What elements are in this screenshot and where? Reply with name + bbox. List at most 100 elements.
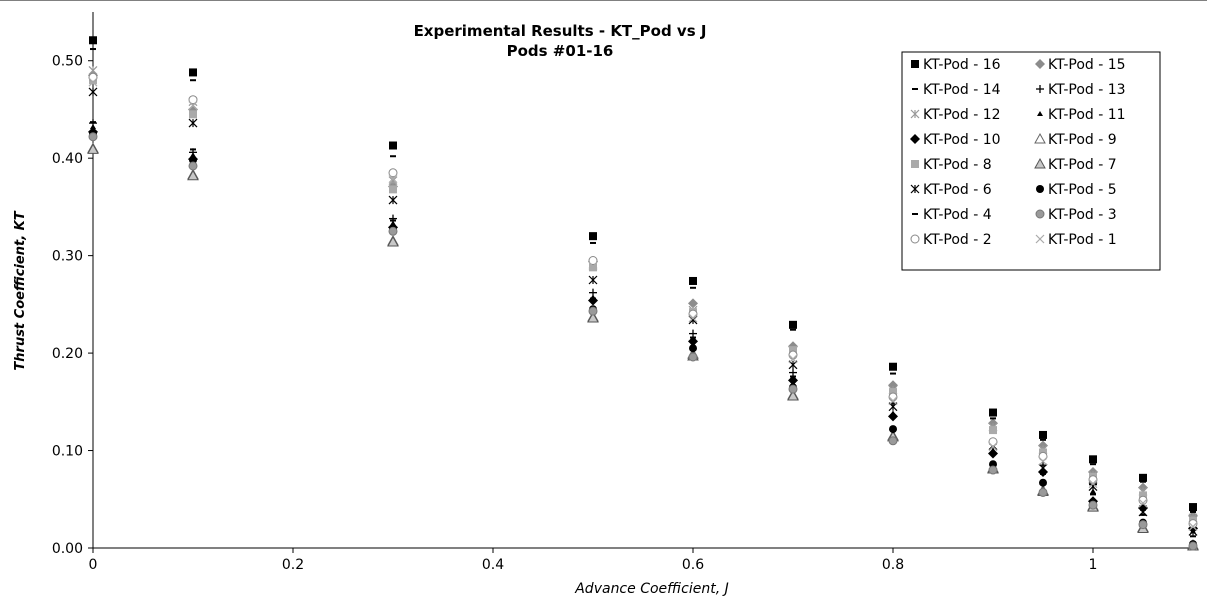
data-point (789, 346, 797, 355)
data-point (988, 442, 998, 452)
data-point (1090, 488, 1096, 494)
data-point (588, 306, 598, 316)
legend-item: KT-Pod - 11 (1037, 107, 1126, 123)
legend-item: KT-Pod - 6 (910, 182, 992, 198)
y-tick-label: 0.50 (52, 54, 83, 70)
data-point (188, 118, 198, 128)
data-point (189, 68, 197, 77)
legend-marker (910, 109, 920, 119)
data-point (188, 101, 198, 110)
legend-label: KT-Pod - 13 (1048, 82, 1126, 98)
data-point (1038, 456, 1048, 466)
data-point (889, 388, 897, 397)
data-point (788, 350, 798, 360)
series-14 (88, 132, 1198, 551)
data-point (188, 95, 198, 105)
legend-item: KT-Pod - 3 (1035, 207, 1117, 223)
y-tick-label: 0.10 (52, 444, 83, 460)
series-3 (90, 48, 1196, 513)
legend: KT-Pod - 16 KT-Pod - 15 KT-Pod - 14 KT-Pod … (901, 51, 1161, 271)
series-16 (88, 77, 1198, 531)
data-point (389, 141, 397, 150)
data-point (90, 123, 96, 129)
data-point (689, 329, 697, 338)
legend-label: KT-Pod - 11 (1048, 107, 1126, 123)
data-point (1039, 478, 1047, 487)
data-point (388, 226, 398, 236)
legend-label: KT-Pod - 7 (1048, 157, 1117, 173)
data-point (1188, 519, 1198, 529)
chart-title: Experimental Results - KT_Pod vs J (414, 22, 707, 40)
data-point (788, 375, 798, 386)
data-point (1088, 479, 1098, 489)
data-point (688, 336, 698, 347)
data-point (787, 389, 799, 401)
y-tick-label: 0.00 (52, 541, 83, 557)
series-13 (90, 121, 1196, 538)
legend-label: KT-Pod - 16 (923, 57, 1001, 73)
x-tick-label: 0.2 (282, 557, 304, 573)
data-point (1088, 475, 1098, 485)
data-point (388, 195, 398, 205)
data-point (1189, 503, 1197, 512)
data-point (589, 232, 597, 241)
data-point (1138, 498, 1148, 508)
data-point (688, 313, 698, 323)
legend-marker (1034, 132, 1046, 144)
data-point (989, 426, 997, 435)
legend-item: KT-Pod - 9 (1034, 132, 1117, 148)
chart-subtitle: Pods #01-16 (507, 42, 614, 60)
data-point (889, 362, 897, 371)
data-point (1138, 520, 1148, 530)
legend-item: KT-Pod - 15 (1035, 57, 1126, 73)
data-point (688, 298, 698, 309)
data-point (988, 437, 998, 447)
legend-item: KT-Pod - 5 (1036, 182, 1117, 198)
data-point (88, 77, 98, 87)
data-point (187, 169, 199, 181)
y-axis-label: Thrust Coefficient, KT (13, 210, 28, 370)
data-point (1188, 522, 1198, 531)
data-point (1038, 487, 1048, 497)
legend-item: KT-Pod - 2 (910, 232, 992, 248)
legend-label: KT-Pod - 6 (923, 182, 992, 198)
data-point (1038, 463, 1048, 473)
data-point (387, 235, 399, 247)
legend-item: KT-Pod - 16 (911, 57, 1001, 73)
data-point (689, 276, 697, 285)
y-axis-ticks: 0.00 0.10 0.20 0.30 0.40 0.50 (52, 54, 93, 557)
x-tick-label: 0.8 (882, 557, 904, 573)
legend-label: KT-Pod - 1 (1048, 232, 1117, 248)
data-point (789, 368, 797, 377)
data-point (388, 168, 398, 178)
legend-item: KT-Pod - 12 (910, 107, 1001, 123)
legend-label: KT-Pod - 4 (923, 207, 992, 223)
legend-marker (910, 134, 920, 144)
data-point (89, 36, 97, 45)
y-tick-label: 0.40 (52, 151, 83, 167)
data-points (87, 36, 1199, 551)
y-tick-label: 0.30 (52, 249, 83, 265)
legend-item: KT-Pod - 13 (1036, 82, 1126, 98)
legend-label: KT-Pod - 8 (923, 157, 992, 173)
data-point (788, 354, 798, 364)
data-point (1038, 451, 1048, 461)
data-point (688, 352, 698, 362)
data-point (88, 132, 98, 142)
legend-items: KT-Pod - 16 KT-Pod - 15 KT-Pod - 14 KT-Pod … (910, 57, 1126, 248)
data-point (1139, 473, 1147, 482)
x-axis-ticks: 0 0.2 0.4 0.6 0.8 1 (89, 548, 1097, 573)
data-point (588, 261, 598, 271)
data-point (588, 275, 598, 285)
legend-marker (1034, 157, 1046, 169)
legend-marker (1036, 185, 1044, 193)
data-point (588, 256, 598, 266)
data-point (589, 263, 597, 272)
legend-marker (1036, 85, 1044, 93)
legend-marker (910, 234, 920, 244)
legend-item: KT-Pod - 4 (912, 207, 992, 223)
y-tick-label: 0.20 (52, 346, 83, 362)
data-point (888, 436, 898, 446)
data-point (888, 396, 898, 406)
